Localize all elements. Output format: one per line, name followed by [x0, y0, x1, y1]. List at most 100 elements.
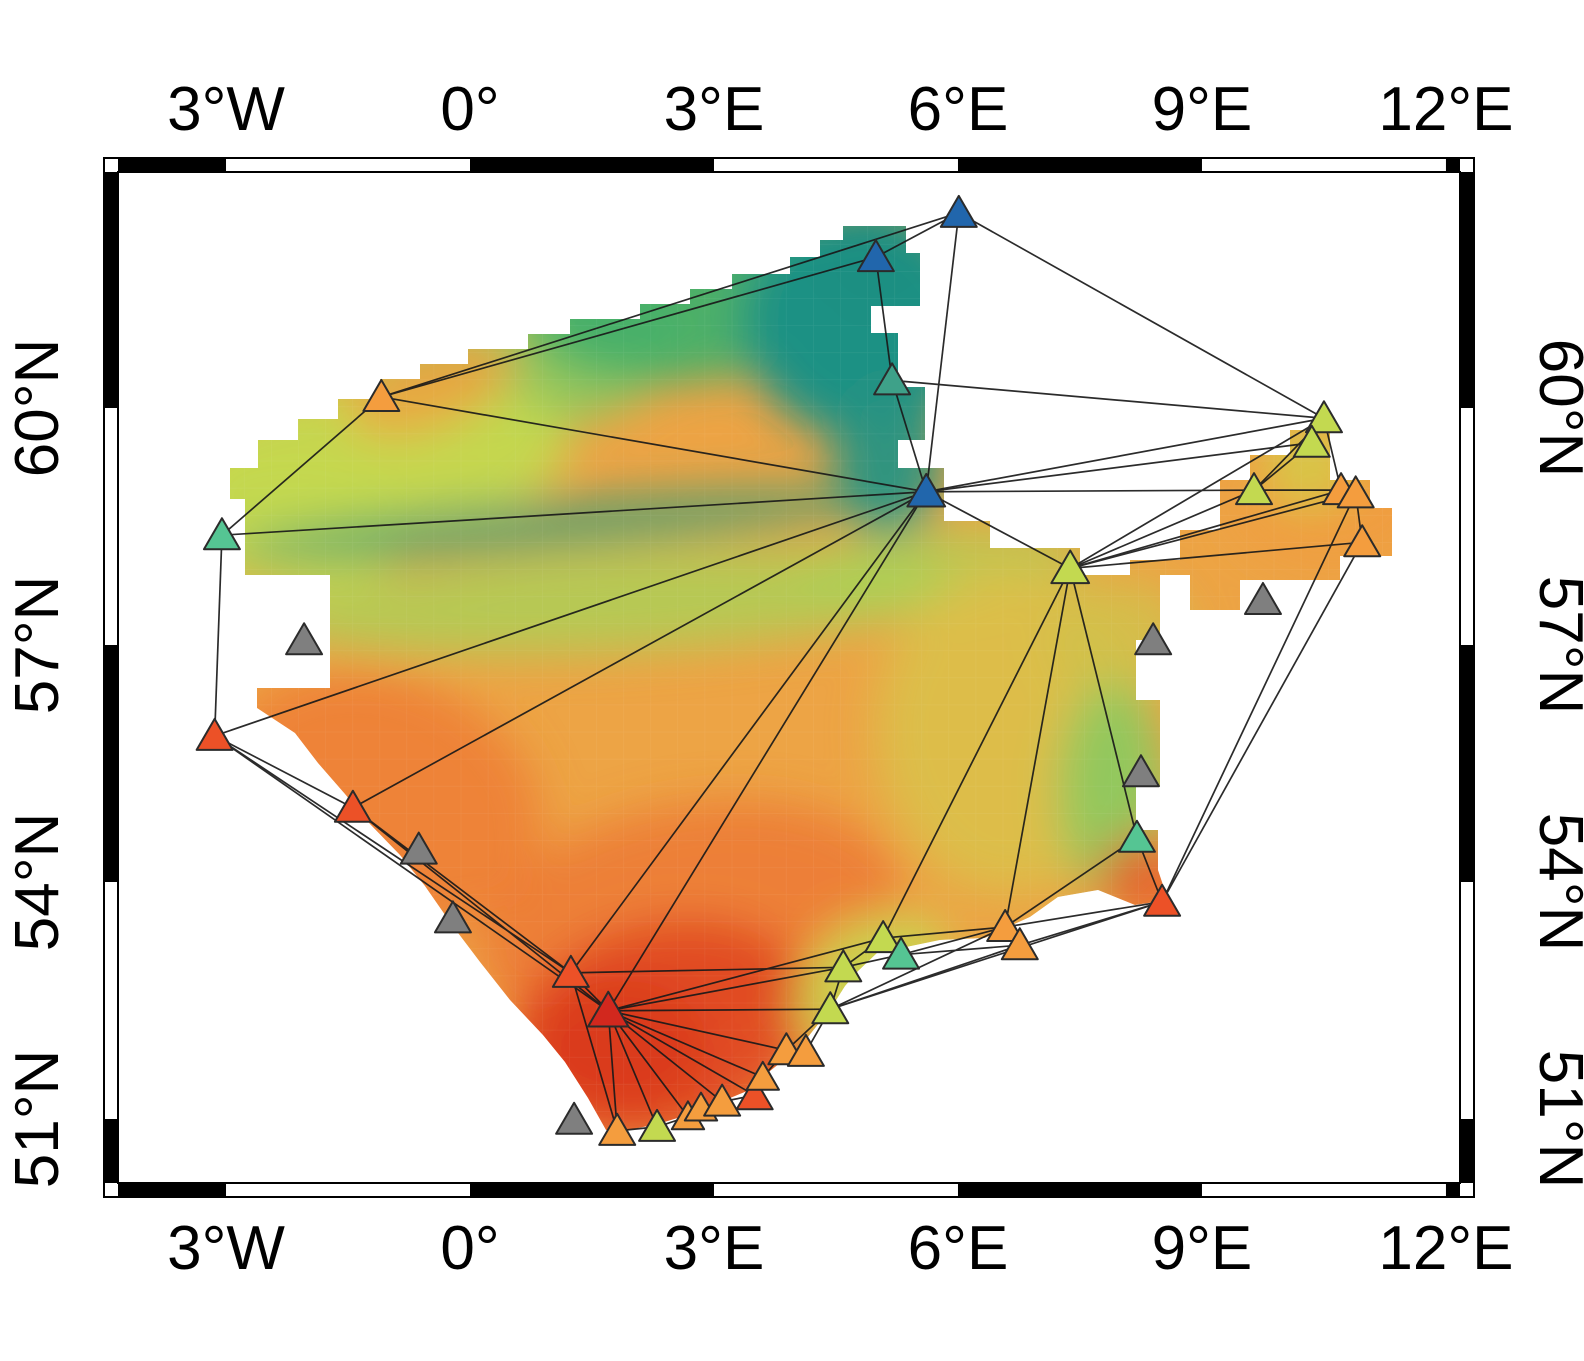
station-marker	[195, 717, 234, 751]
lon-tick-label-bottom: 6°E	[908, 1214, 1009, 1283]
lat-tick-label-right: 54°N	[1526, 813, 1584, 952]
station-marker	[786, 1033, 825, 1067]
triangulation-edge	[1070, 541, 1363, 570]
frame-segment	[470, 158, 714, 172]
frame-segment	[104, 645, 118, 882]
triangulation-edge	[892, 379, 1325, 420]
triangulation-edge	[214, 735, 354, 809]
station-marker-inactive	[1243, 581, 1282, 615]
station-marker	[362, 378, 401, 412]
frame-band-bottom	[104, 1183, 1474, 1197]
frame-segment	[1445, 1183, 1460, 1197]
triangulation-edge	[607, 1010, 756, 1097]
station-marker	[1343, 524, 1382, 558]
station-markers	[195, 194, 1382, 1146]
lon-tick-label-top: 3°W	[167, 75, 285, 144]
station-marker-inactive	[285, 622, 324, 656]
triangulation-edge	[900, 926, 1006, 956]
station-marker	[703, 1083, 742, 1117]
triangulation-edge	[1069, 492, 1356, 570]
frame-segment	[470, 1183, 714, 1197]
lon-tick-label-top: 6°E	[908, 75, 1009, 144]
station-marker-inactive	[1121, 754, 1160, 788]
lon-tick-label-bottom: 3°E	[664, 1214, 765, 1283]
triangulation-edge	[607, 491, 927, 1012]
lon-tick-label-bottom: 9°E	[1152, 1214, 1253, 1283]
triangulation-edge	[608, 1008, 831, 1012]
frame-segment	[104, 1119, 118, 1183]
station-marker	[1050, 549, 1091, 585]
lon-tick-label-bottom: 3°W	[167, 1214, 285, 1283]
triangulation-edge	[1069, 568, 1138, 838]
lon-tick-label-top: 0°	[440, 75, 499, 144]
frame-band-top	[104, 158, 1474, 172]
station-marker	[906, 472, 947, 508]
triangulation-edge	[607, 1009, 764, 1078]
lon-tick-label-bottom: 12°E	[1378, 1214, 1513, 1283]
triangulation-edge	[214, 735, 609, 1012]
station-marker	[638, 1108, 677, 1142]
triangulation-edge	[381, 212, 960, 398]
triangulation-edge	[1069, 489, 1342, 570]
triangulation-edge	[607, 1010, 689, 1118]
station-marker	[1304, 400, 1343, 434]
lat-tick-label-left: 60°N	[3, 339, 72, 478]
triangulation-edge	[900, 944, 1020, 956]
station-marker	[1143, 883, 1182, 917]
triangulation-edge	[214, 490, 927, 737]
station-marker	[735, 1077, 774, 1111]
frame-segment	[1445, 158, 1460, 172]
triangulation-edge	[570, 972, 619, 1132]
frame-segment	[1460, 172, 1474, 408]
lon-tick-label-top: 12°E	[1378, 75, 1513, 144]
triangulation-edge	[926, 441, 1312, 493]
lat-tick-label-right: 60°N	[1526, 339, 1584, 478]
frame-segment	[957, 158, 1202, 172]
triangulation-edge	[608, 1009, 787, 1052]
triangulation-edge	[830, 900, 1163, 1010]
station-marker-inactive	[433, 900, 472, 934]
triangulation-edge	[608, 966, 844, 1012]
station-marker	[1235, 472, 1274, 506]
station-marker	[587, 990, 630, 1028]
triangulation-edge	[1161, 492, 1357, 903]
triangulation-edge	[352, 807, 572, 974]
station-marker	[1292, 424, 1331, 458]
lat-tick-label-left: 54°N	[3, 813, 72, 952]
triangulation-edge	[570, 966, 844, 974]
triangulation-edge	[958, 212, 1325, 420]
triangulation-edge	[1005, 900, 1163, 928]
station-marker	[745, 1060, 780, 1091]
lat-tick-label-right: 51°N	[1526, 1050, 1584, 1189]
frame-segment	[1460, 1119, 1474, 1183]
frame-segment	[118, 158, 227, 172]
station-marker	[939, 194, 978, 228]
frame-inner-line	[117, 171, 1461, 1184]
triangulation-edge	[213, 535, 223, 736]
station-marker	[873, 362, 912, 396]
lat-tick-label-left: 51°N	[3, 1050, 72, 1189]
axis-labels: 3°W 3°W 0° 0° 3°E 3°E 6°E 6°E 9°E 9°E 12°E 12°E 60°N…	[3, 75, 1584, 1283]
interpolated-field	[230, 226, 1392, 1130]
triangulation-edge	[874, 256, 893, 381]
triangulation-edge	[1161, 541, 1363, 903]
triangulation-edge	[882, 567, 1071, 939]
triangulation-edge	[352, 490, 927, 809]
triangulation-edge	[1069, 417, 1325, 570]
triangulation-edge	[381, 396, 927, 493]
station-marker	[551, 954, 590, 988]
station-marker	[811, 991, 850, 1025]
station-marker	[202, 517, 241, 551]
lat-tick-label-left: 57°N	[3, 576, 72, 715]
triangulation-edge	[1069, 489, 1255, 570]
station-marker-inactive	[1134, 622, 1173, 656]
frame-segment	[1460, 645, 1474, 882]
frame-segment	[957, 1183, 1202, 1197]
triangulation-edge	[891, 380, 928, 492]
triangulation-edge	[608, 937, 884, 1012]
lon-tick-label-top: 3°E	[664, 75, 765, 144]
triangulation-edge	[1004, 837, 1138, 928]
triangulation-edge	[607, 1010, 658, 1128]
